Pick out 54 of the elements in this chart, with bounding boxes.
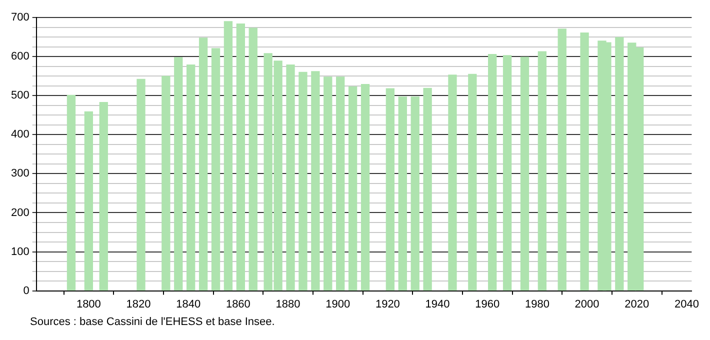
x-tick-label: 1820 bbox=[126, 298, 151, 310]
bar bbox=[84, 111, 94, 291]
bar bbox=[488, 54, 497, 291]
bar bbox=[423, 88, 432, 291]
bar bbox=[248, 28, 258, 291]
bar bbox=[520, 56, 530, 291]
bar bbox=[410, 96, 420, 291]
y-tick-label: 400 bbox=[10, 128, 30, 141]
x-tick-label: 1840 bbox=[176, 298, 201, 310]
bar bbox=[615, 37, 624, 291]
y-tick-label: 300 bbox=[10, 168, 30, 180]
bar bbox=[99, 102, 108, 291]
source-note: Sources : base Cassini de l'EHESS et base Insee. bbox=[30, 316, 276, 328]
bar bbox=[66, 94, 76, 291]
bar bbox=[236, 24, 246, 291]
x-tick-label: 1980 bbox=[524, 298, 550, 310]
bar bbox=[538, 51, 547, 291]
y-tick-label: 500 bbox=[10, 90, 30, 102]
bar bbox=[224, 21, 233, 291]
x-tick-label: 2000 bbox=[574, 298, 600, 310]
bar bbox=[398, 96, 407, 291]
y-tick-label: 200 bbox=[10, 206, 30, 219]
bar bbox=[386, 88, 395, 291]
bar bbox=[311, 71, 320, 291]
bar bbox=[198, 38, 208, 291]
bar bbox=[360, 84, 370, 291]
bar bbox=[186, 64, 196, 291]
bar bbox=[298, 72, 308, 291]
bar bbox=[174, 57, 183, 291]
bar bbox=[502, 55, 512, 291]
x-tick-label: 1800 bbox=[76, 298, 101, 310]
bar bbox=[580, 32, 589, 291]
y-tick-label: 600 bbox=[10, 50, 30, 63]
bar bbox=[136, 78, 146, 291]
bar bbox=[448, 74, 457, 291]
x-tick-label: 1900 bbox=[326, 298, 350, 310]
bar bbox=[336, 76, 345, 291]
bar bbox=[348, 86, 358, 291]
y-tick-label: 700 bbox=[10, 12, 30, 24]
x-tick-label: 2040 bbox=[674, 298, 699, 310]
y-tick-label: 100 bbox=[10, 246, 30, 258]
y-tick-label: 0 bbox=[23, 284, 30, 297]
x-tick-label: 1940 bbox=[425, 298, 450, 310]
bar bbox=[286, 64, 295, 291]
x-tick-label: 1960 bbox=[475, 298, 500, 310]
x-tick-label: 1920 bbox=[375, 298, 400, 310]
bar bbox=[211, 48, 220, 291]
bar bbox=[162, 76, 170, 291]
x-tick-label: 1860 bbox=[226, 298, 250, 310]
bar bbox=[468, 74, 477, 291]
x-tick-label: 1880 bbox=[276, 298, 300, 310]
bar bbox=[558, 28, 566, 291]
bar bbox=[324, 76, 332, 291]
x-tick-label: 2020 bbox=[624, 298, 650, 310]
